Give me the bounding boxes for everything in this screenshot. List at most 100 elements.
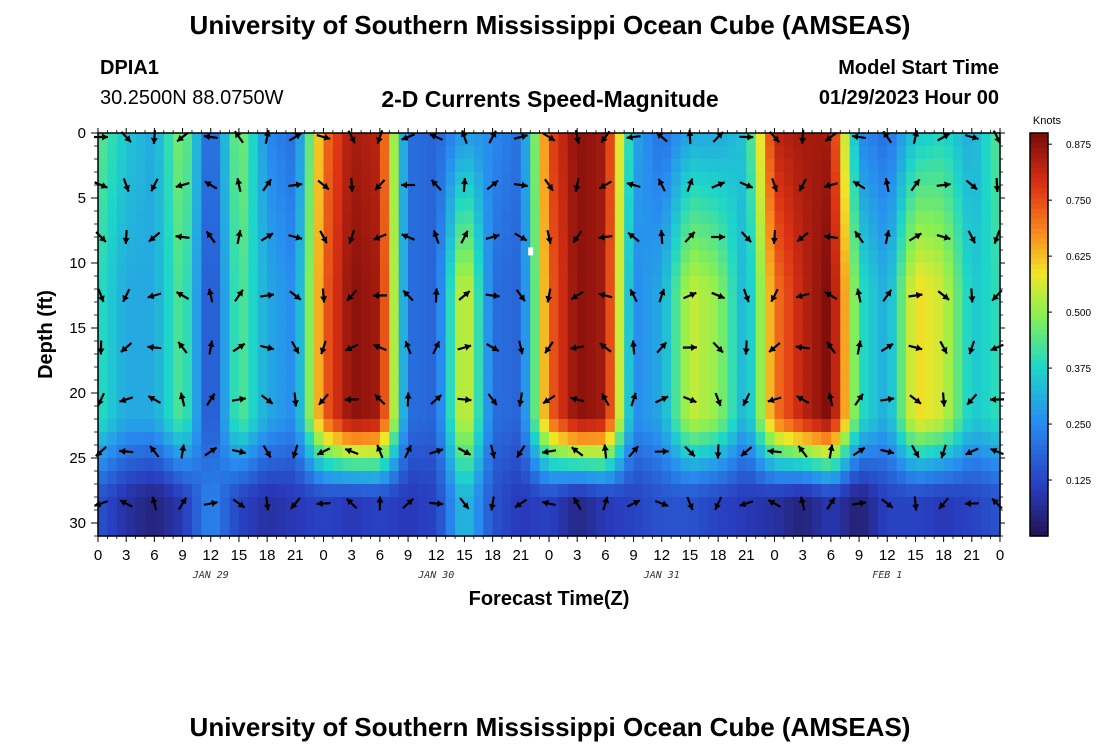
heatmap-cell [502,471,513,485]
heatmap-cell [191,237,202,251]
heatmap-cell [530,406,541,420]
heatmap-cell [605,458,616,472]
heatmap-cell [840,471,851,485]
heatmap-cell [558,263,569,277]
arrow-head [772,135,780,143]
heatmap-cell [652,263,663,277]
heatmap-cell [765,484,776,498]
heatmap-cell [98,510,108,524]
current-arrow [461,177,468,193]
current-arrow [655,131,668,143]
heatmap-cell [812,302,823,316]
colorbar-segment [1030,510,1048,517]
heatmap-cell [455,211,466,225]
heatmap-cell [642,302,653,316]
current-arrow [827,392,835,407]
heatmap-cell [943,484,954,498]
heatmap-cell [473,185,484,199]
heatmap-cell [783,393,794,407]
heatmap-cell [915,263,926,277]
heatmap-cell [830,237,841,251]
heatmap-cell [605,315,616,329]
arrow-head [491,345,499,351]
heatmap-cell [257,367,268,381]
heatmap-cell [971,510,982,524]
heatmap-cell [257,471,268,485]
heatmap-cell [924,237,935,251]
heatmap-cell [116,263,127,277]
heatmap-cell [408,471,419,485]
heatmap-cell [98,419,108,433]
heatmap-cell [464,224,475,238]
heatmap-cell [483,263,494,277]
heatmap-cell [633,328,644,342]
arrow-head [546,183,553,191]
heatmap-cell [887,380,898,394]
heatmap-cell [840,146,851,160]
heatmap-cell [295,354,306,368]
heatmap-cell [915,237,926,251]
arrow-head [883,178,891,185]
heatmap-cell [248,445,259,459]
heatmap-cell [220,380,231,394]
heatmap-cell [342,328,353,342]
heatmap-cell [633,315,644,329]
heatmap-cell [595,523,606,537]
heatmap-cell [389,406,400,420]
heatmap-cell [276,523,287,537]
heatmap-cell [267,432,278,446]
heatmap-cell [595,406,606,420]
heatmap-cell [520,159,531,173]
arrow-head [993,185,1001,192]
heatmap-cell [962,471,973,485]
heatmap-cell [906,458,917,472]
heatmap-cell [934,198,945,212]
heatmap-cell [163,250,174,264]
heatmap-cell [229,497,240,511]
arrow-head [431,179,439,187]
heatmap-cell [971,211,982,225]
heatmap-cell [126,523,137,537]
heatmap-cell [201,341,212,355]
heatmap-cell [708,497,719,511]
heatmap-cell [567,276,578,290]
heatmap-cell [633,484,644,498]
heatmap-cell [163,211,174,225]
heatmap-cell [342,367,353,381]
heatmap-cell [276,458,287,472]
current-arrow [513,181,528,189]
current-arrow [430,394,443,405]
heatmap-cell [906,146,917,160]
heatmap-cell [351,354,362,368]
heatmap-cell [342,380,353,394]
heatmap-cell [144,432,155,446]
heatmap-cell [680,146,691,160]
heatmap-cell [567,328,578,342]
heatmap-cell [370,419,381,433]
heatmap-cell [379,172,390,186]
heatmap-cell [680,315,691,329]
heatmap-cell [408,276,419,290]
heatmap-cell [314,224,325,238]
heatmap-cell [708,250,719,264]
arrow-head [573,185,581,192]
heatmap-cell [859,432,870,446]
heatmap-cell [173,406,184,420]
heatmap-cell [990,458,1001,472]
heatmap-cell [107,393,118,407]
arrow-head [690,344,697,351]
heatmap-cell [887,406,898,420]
heatmap-cell [116,185,127,199]
heatmap-cell [323,198,334,212]
heatmap-cell [417,419,428,433]
heatmap-cell [229,380,240,394]
heatmap-cell [492,315,503,329]
heatmap-cell [417,484,428,498]
heatmap-cell [276,263,287,277]
heatmap-cell [389,133,400,147]
heatmap-cell [868,198,879,212]
heatmap-cell [248,302,259,316]
x-tick-label: 21 [963,547,980,564]
heatmap-cell [530,237,541,251]
heatmap-cell [483,432,494,446]
